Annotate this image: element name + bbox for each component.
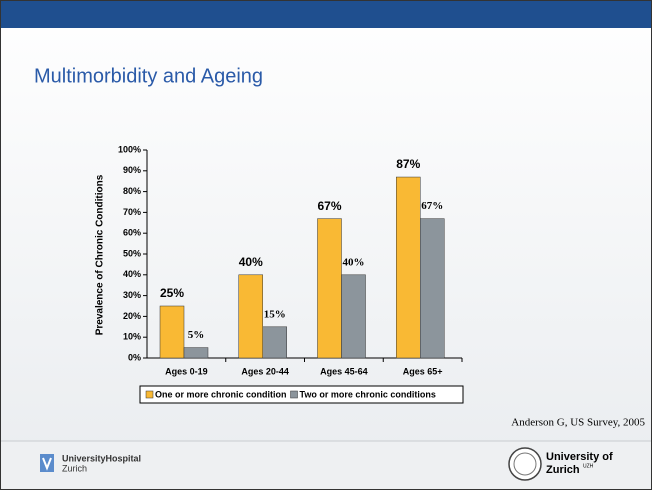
value-label: 87% [396,157,420,171]
x-tick-label: Ages 65+ [403,366,443,376]
value-label: 67% [317,199,341,213]
value-label: 67% [421,200,443,212]
x-tick-label: Ages 45-64 [320,366,368,376]
y-tick-label: 20% [123,311,141,321]
footer-band [0,441,652,490]
bar [183,347,209,359]
bar [341,274,366,359]
legend-swatch [145,390,154,399]
hospital-logo [40,454,54,472]
y-tick-label: 60% [123,228,141,238]
bar [396,176,421,359]
bar [238,274,263,359]
footer-right: UZH [583,463,594,469]
bar [159,305,185,359]
seal-inner [513,452,537,476]
y-tick-label: 100% [118,144,141,154]
y-tick-label: 10% [123,332,141,342]
value-label: 40% [239,255,263,269]
y-tick-label: 90% [123,165,141,175]
footer-right: Zurich [546,464,580,476]
y-tick-label: 0% [128,352,141,362]
bar [420,218,445,359]
legend-box [139,385,464,404]
y-tick-label: 30% [123,290,141,300]
footer-left: Zurich [62,463,87,473]
y-tick-label: 70% [123,207,141,217]
source: Anderson G, US Survey, 2005 [511,417,645,429]
legend-label: One or more chronic condition [155,389,287,399]
y-tick-label: 50% [123,248,141,258]
bar [317,218,342,359]
y-axis-title: Prevalence of Chronic Conditions [95,174,106,335]
x-tick-label: Ages 20-44 [241,366,289,376]
legend-swatch [290,390,298,399]
legend-label: Two or more chronic conditions [300,389,436,399]
y-tick-label: 40% [123,269,141,279]
x-tick-label: Ages 0-19 [165,366,208,376]
value-label: 5% [188,329,205,341]
value-label: 40% [343,256,365,268]
value-label: 15% [264,308,286,320]
top-bar [0,0,652,28]
y-tick-label: 80% [123,186,141,196]
footer-right: University of [546,451,613,463]
bar [262,326,287,359]
logo-mark [42,457,52,471]
value-label: 25% [160,286,184,300]
footer-left: UniversityHospital [62,453,141,463]
slide-title: Multimorbidity and Ageing [34,65,263,87]
